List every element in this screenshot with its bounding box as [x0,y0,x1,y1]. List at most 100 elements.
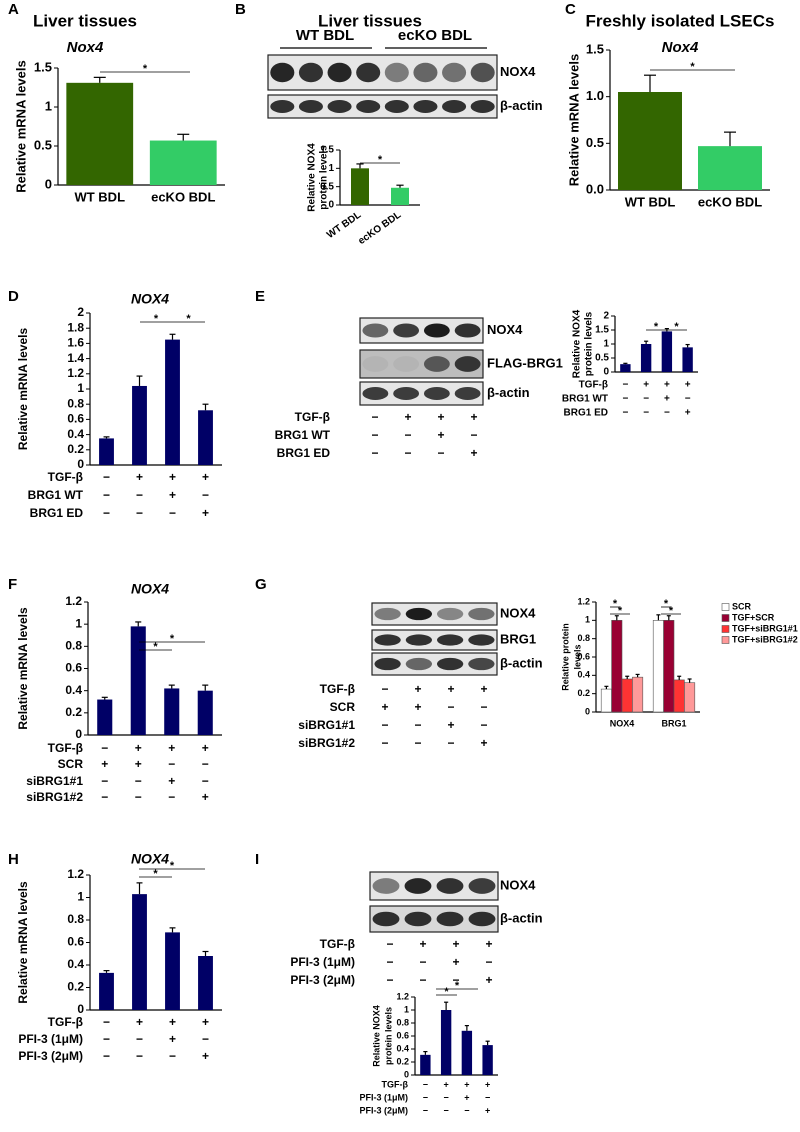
condition-mark: + [381,700,388,714]
condition-mark: − [381,718,388,732]
condition-mark: − [386,955,393,969]
y-axis-label: Relative protein [560,623,570,691]
blot-band [468,607,495,621]
y-tick-label: 0.2 [577,688,590,698]
y-tick-label: 0.4 [396,1043,409,1053]
y-tick-label: 0.5 [595,353,609,364]
condition-label: TGF-β [48,470,83,484]
blot-label: NOX4 [500,64,536,79]
blot-band [470,100,495,113]
bar [640,344,652,372]
condition-mark: + [485,973,492,987]
blot-band [372,911,400,927]
y-axis-label: Relative mRNA levels [16,607,30,730]
significance-star: * [170,633,175,645]
blot-band [423,323,450,338]
blot-label: NOX4 [487,322,523,337]
condition-mark: + [452,937,459,951]
y-tick-label: 0.4 [577,670,590,680]
y-tick-label: 0 [77,457,84,471]
y-tick-label: 0.6 [396,1030,409,1040]
condition-label: PFI-3 (2μM) [290,973,355,987]
condition-mark: − [202,1032,209,1046]
condition-mark: + [437,410,444,424]
panel-title: NOX4 [131,291,169,307]
condition-mark: + [452,955,459,969]
bar [99,972,114,1010]
blot-band [423,387,450,400]
bar [391,187,409,205]
y-tick-label: 0 [77,1002,84,1016]
condition-mark: + [470,446,477,460]
y-tick-label: 0.4 [67,427,84,441]
condition-mark: + [443,1079,448,1089]
y-tick-label: 1.5 [595,325,609,336]
bar [682,347,693,372]
condition-mark: − [101,741,108,755]
y-tick-label: 1.2 [67,867,84,881]
blot-band [442,62,467,83]
panel-label: F [8,576,17,593]
condition-mark: − [404,428,411,442]
bar [621,678,633,713]
bar [600,688,612,713]
bar [684,682,696,713]
condition-mark: − [443,1105,448,1115]
blot-band [393,323,420,338]
condition-mark: + [470,410,477,424]
blot-label: β-actin [500,98,543,113]
blot-label: β-actin [500,655,543,670]
condition-mark: + [404,410,411,424]
condition-mark: − [437,446,444,460]
bar [130,626,146,735]
significance-star: * [444,986,449,998]
x-tick-label: ecKO BDL [356,210,403,247]
condition-mark: − [470,428,477,442]
panel-label: B [235,1,246,18]
y-axis-label: protein levels [584,311,595,376]
bar [99,438,114,465]
y-axis-label: Relative NOX4 [371,1005,381,1067]
condition-mark: − [643,394,649,405]
condition-label: SCR [330,700,356,714]
y-tick-label: 1.2 [577,596,590,606]
condition-label: siBRG1#1 [26,774,83,788]
bar [698,146,762,190]
condition-label: TGF-β [320,937,355,951]
blot-band [356,62,381,83]
condition-mark: − [419,955,426,969]
blot-band [393,387,420,400]
condition-mark: − [447,700,454,714]
condition-mark: + [414,682,421,696]
y-axis-label: Relative NOX4 [572,309,583,378]
condition-label: BRG1 ED [30,506,84,520]
y-tick-label: 0.6 [67,412,84,426]
condition-label: siBRG1#2 [26,790,83,804]
condition-mark: + [202,790,209,804]
condition-label: SCR [58,757,84,771]
condition-label: PFI-3 (1μM) [18,1032,83,1046]
bar [673,679,685,713]
legend-swatch [721,614,730,622]
condition-mark: + [447,682,454,696]
blot-band [454,387,481,400]
condition-mark: + [480,736,487,750]
y-axis-label: protein levels [383,1007,393,1065]
y-tick-label: 1 [75,616,82,630]
condition-mark: − [135,774,142,788]
y-tick-label: 1.5 [34,59,52,74]
condition-mark: + [685,408,691,419]
condition-label: BRG1 ED [564,408,608,419]
condition-mark: + [202,1015,209,1029]
condition-mark: − [168,790,175,804]
bar [198,410,213,465]
bar [97,699,113,735]
blot-band [384,62,409,83]
blot-band [270,62,295,83]
significance-star: * [455,980,460,992]
condition-mark: + [202,741,209,755]
y-tick-label: 1 [77,890,84,904]
bar [440,1010,452,1075]
blot-header: WT BDL [296,27,354,44]
